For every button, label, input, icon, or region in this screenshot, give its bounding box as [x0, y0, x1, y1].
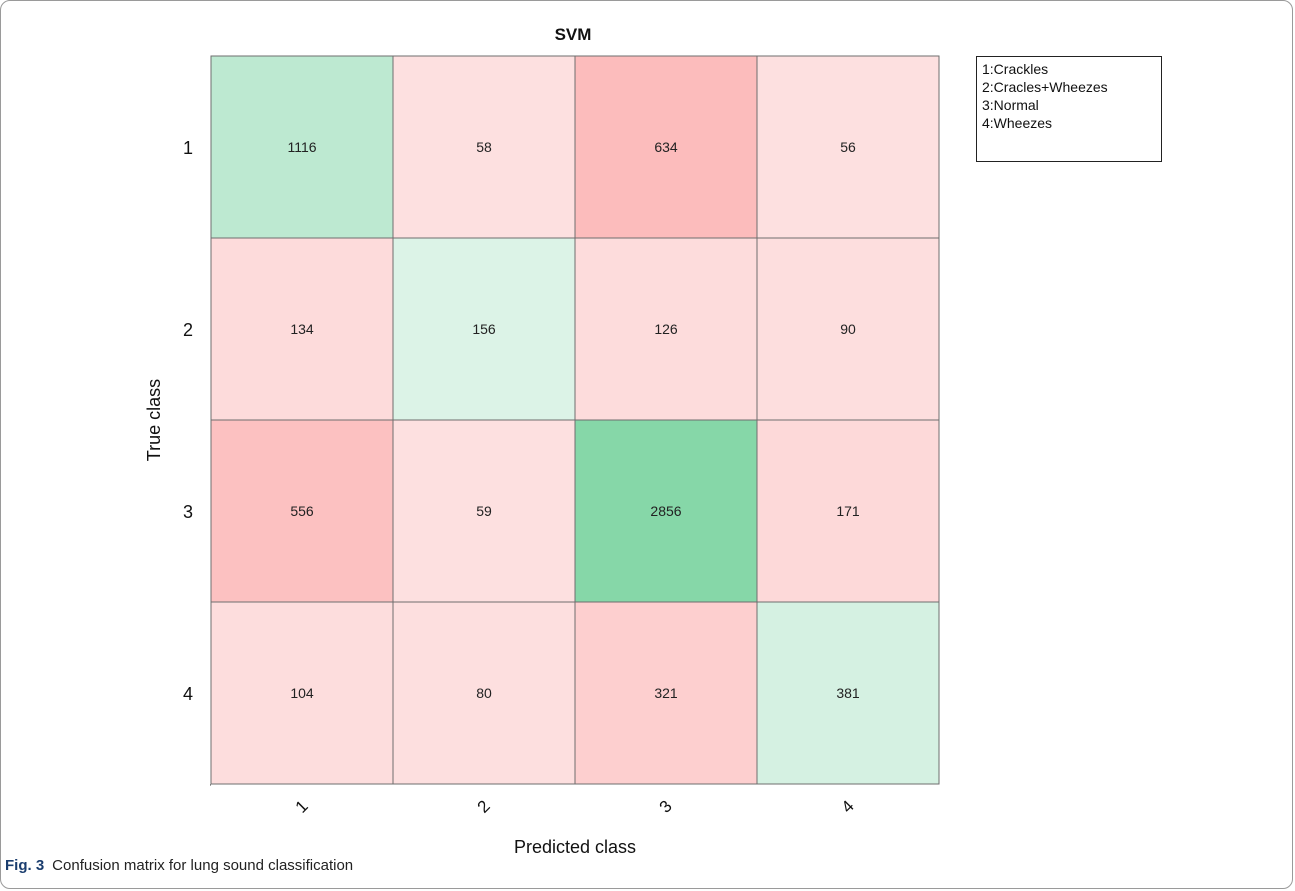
cell-value-label: 1116: [287, 139, 316, 155]
cell-value-label: 59: [476, 503, 492, 519]
matrix-cell: [756, 419, 940, 603]
x-tick-label: 1: [292, 797, 312, 817]
x-tick-label: 3: [656, 797, 676, 817]
cell-value-label: 321: [654, 685, 678, 701]
y-tick-label: 1: [183, 138, 193, 158]
cell-value-label: 634: [654, 139, 678, 155]
matrix-cell: [392, 55, 576, 239]
matrix-cell: [210, 419, 394, 603]
matrix-cell: [756, 601, 940, 785]
legend-item: 2:Cracles+Wheezes: [982, 79, 1108, 95]
cell-value-label: 104: [290, 685, 314, 701]
legend-item: 4:Wheezes: [982, 115, 1053, 131]
cell-value-label: 58: [476, 139, 492, 155]
y-tick-label: 4: [183, 684, 193, 704]
matrix-cell: [392, 601, 576, 785]
caption-text: Confusion matrix for lung sound classifi…: [52, 857, 354, 874]
cell-value-label: 80: [476, 685, 492, 701]
y-axis-label: True class: [144, 379, 164, 461]
chart-title: SVM: [555, 25, 592, 44]
y-tick-label: 3: [183, 502, 193, 522]
legend-item: 3:Normal: [982, 97, 1039, 113]
matrix-cell: [756, 55, 940, 239]
matrix-cell: [392, 419, 576, 603]
x-tick-label: 2: [474, 797, 494, 817]
matrix-cell: [574, 601, 758, 785]
x-tick-label: 4: [838, 797, 858, 817]
matrix-cell: [574, 237, 758, 421]
matrix-cell: [210, 601, 394, 785]
y-tick-labels: 1 2 3 4: [183, 138, 193, 704]
cell-value-label: 556: [290, 503, 314, 519]
matrix-value-labels: 1116 58 634 56 134 156 126 90 556 59 2856 171 104 80 3…: [287, 139, 859, 701]
cell-value-label: 126: [654, 321, 678, 337]
matrix-cell: [574, 55, 758, 239]
y-tick-label: 2: [183, 320, 193, 340]
cell-value-label: 134: [290, 321, 314, 337]
x-tick-labels: 1 2 3 4: [292, 797, 858, 817]
figure-label: Fig. 3: [5, 857, 45, 874]
matrix-cell: [756, 237, 940, 421]
cell-value-label: 90: [840, 321, 856, 337]
cell-value-label: 2856: [650, 503, 681, 519]
figure-caption: Fig. 3 Confusion matrix for lung sound cl…: [5, 857, 353, 874]
matrix-cells: [210, 55, 940, 785]
legend-item: 1:Crackles: [982, 61, 1049, 77]
x-axis-label: Predicted class: [514, 837, 636, 857]
matrix-cell: [210, 55, 394, 239]
legend: 1:Crackles 2:Cracles+Wheezes 3:Normal 4:…: [976, 56, 1162, 162]
cell-value-label: 56: [840, 139, 856, 155]
cell-value-label: 171: [836, 503, 860, 519]
matrix-cell: [392, 237, 576, 421]
cell-value-label: 156: [472, 321, 496, 337]
cell-value-label: 381: [836, 685, 860, 701]
